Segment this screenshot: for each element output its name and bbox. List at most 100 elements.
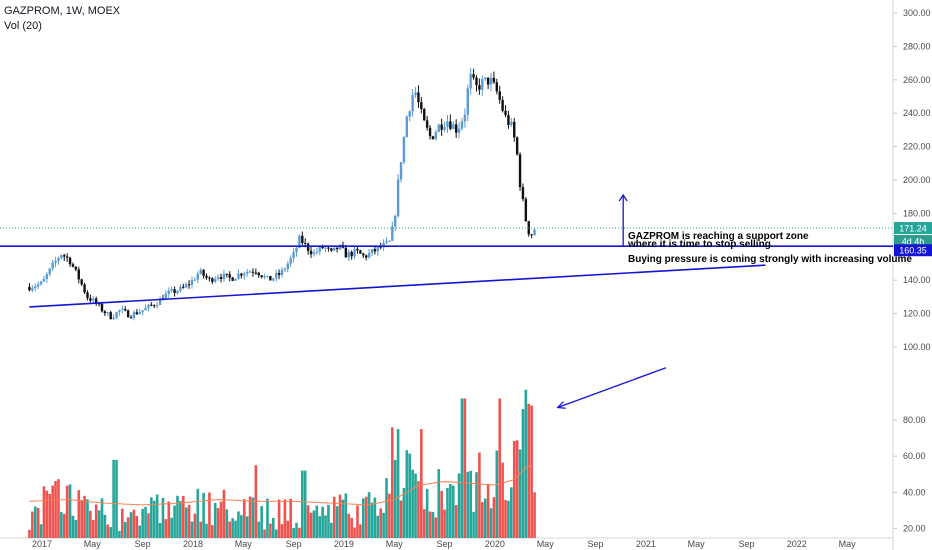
candle-body [280, 269, 284, 276]
volume-bar [115, 459, 118, 538]
volume-bar [341, 499, 345, 538]
volume-bar [231, 518, 234, 538]
candle-body [420, 102, 423, 110]
volume-bar [321, 506, 324, 538]
x-tick-label: May [839, 539, 857, 549]
candle-body [486, 77, 490, 85]
candle-body [190, 280, 194, 285]
volume-bar [219, 501, 223, 538]
volume-bar [234, 520, 237, 538]
volume-bar [318, 516, 322, 538]
candle-body [289, 258, 292, 264]
volume-bar [86, 499, 89, 538]
volume-bar [440, 490, 443, 538]
volume-bar [118, 530, 121, 538]
volume-bar [129, 512, 133, 538]
x-tick-label: 2018 [183, 539, 203, 549]
volume-bar [289, 498, 292, 538]
volume-bar [155, 494, 159, 538]
y-axis: 300.00 280.00 260.00 240.00 220.00 200.00 180.… [893, 8, 931, 533]
drawings [0, 193, 893, 409]
candle-body [443, 127, 446, 130]
candle-body [112, 317, 115, 320]
candle-body [454, 124, 458, 133]
candle-body [124, 309, 127, 311]
volume-bar [167, 501, 171, 538]
volume-bar [208, 492, 211, 538]
candle-body [498, 91, 501, 100]
volume-bar [332, 496, 336, 538]
candle-body [379, 246, 382, 248]
candle-body [153, 305, 156, 307]
y-tick-label: 280.00 [903, 41, 931, 51]
candle-body [333, 247, 336, 251]
volume-bar [91, 520, 95, 538]
candle-body [286, 263, 289, 269]
x-tick-label: May [537, 539, 555, 549]
candle-body [132, 312, 136, 318]
volume-indicator-title[interactable]: Vol (20) [4, 20, 42, 32]
candle-body [518, 154, 522, 188]
volume-bar [240, 515, 243, 538]
volume-bar [158, 523, 162, 538]
grid [0, 0, 894, 550]
volume-bar [106, 524, 110, 538]
candle-body [222, 273, 226, 279]
candle-body [48, 268, 51, 275]
volume-bar [344, 493, 348, 538]
volume-bar [147, 513, 150, 538]
candle-body [202, 269, 205, 276]
candle-body [211, 278, 214, 282]
volume-bar [152, 500, 156, 538]
candle-body [173, 289, 176, 293]
volume-bar [298, 527, 301, 538]
candle-body [257, 272, 260, 276]
volume-bar [347, 513, 351, 538]
candle-body [144, 307, 147, 311]
up-arrow-head [618, 193, 628, 202]
candle-body [408, 111, 411, 117]
volume-arrow-shaft [557, 367, 667, 409]
candle-body [292, 252, 295, 259]
y-tick-label: 300.00 [903, 8, 931, 18]
volume-bar [391, 427, 394, 538]
candle-body [524, 199, 528, 222]
candle-body [411, 95, 414, 112]
volume-bar [408, 453, 412, 538]
candle-body [199, 269, 202, 274]
countdown-label: 4d 4h [902, 237, 925, 247]
candle-body [31, 288, 34, 291]
volume-bar [187, 504, 191, 538]
candles [28, 67, 536, 321]
candle-body [196, 273, 199, 280]
candle-body [533, 229, 536, 236]
volume-bar [443, 509, 446, 538]
volume-bar [103, 514, 107, 538]
candle-body [103, 311, 107, 314]
volume-bar [353, 527, 356, 538]
last-price-label: 171.24 [899, 224, 927, 234]
candle-body [208, 277, 211, 279]
volume-bar [54, 481, 57, 538]
volume-bar [184, 507, 188, 538]
volume-bar [57, 479, 60, 538]
candle-body [97, 303, 101, 305]
candle-body [359, 250, 362, 254]
candle-body [318, 246, 321, 252]
candle-body [399, 162, 403, 180]
candle-body [394, 215, 397, 227]
volume-bar [132, 509, 136, 538]
support-price-label-bg [894, 244, 932, 257]
candle-body [530, 234, 533, 236]
volume-bar [396, 429, 400, 538]
volume-bar [330, 522, 333, 538]
volume-ma-line [29, 464, 533, 506]
candle-body [350, 251, 353, 257]
candle-body [94, 298, 98, 304]
symbol-title[interactable]: GAZPROM, 1W, MOEX [4, 5, 121, 17]
volume-bar [463, 398, 467, 538]
y-tick-label: 60.00 [903, 451, 926, 461]
volume-bar [138, 525, 142, 538]
candle-body [272, 278, 275, 281]
